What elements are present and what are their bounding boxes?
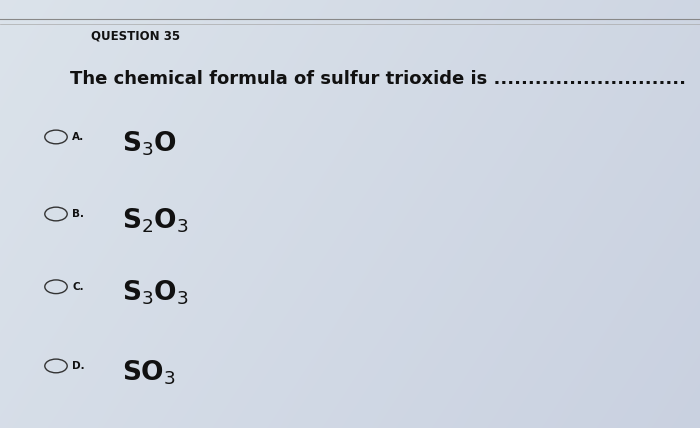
Text: S$_{3}$O$_{3}$: S$_{3}$O$_{3}$: [122, 279, 189, 307]
Text: B.: B.: [72, 209, 84, 219]
Text: C.: C.: [72, 282, 84, 292]
Text: The chemical formula of sulfur trioxide is ............................: The chemical formula of sulfur trioxide …: [70, 70, 686, 88]
Text: SO$_{3}$: SO$_{3}$: [122, 358, 176, 386]
Text: S$_{2}$O$_{3}$: S$_{2}$O$_{3}$: [122, 206, 189, 235]
Text: D.: D.: [72, 361, 85, 371]
Text: A.: A.: [72, 132, 84, 142]
Text: QUESTION 35: QUESTION 35: [91, 30, 180, 43]
Text: S$_{3}$O: S$_{3}$O: [122, 129, 177, 158]
